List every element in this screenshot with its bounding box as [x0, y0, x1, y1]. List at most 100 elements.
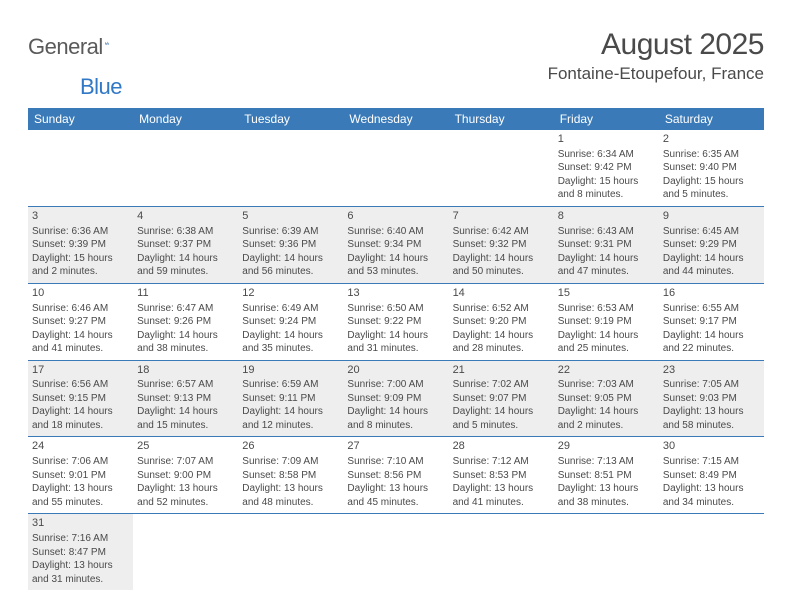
- calendar-day-cell: 20Sunrise: 7:00 AMSunset: 9:09 PMDayligh…: [343, 360, 448, 437]
- calendar-day-cell: 24Sunrise: 7:06 AMSunset: 9:01 PMDayligh…: [28, 437, 133, 514]
- logo: General: [28, 34, 127, 60]
- daylight-line2: and 5 minutes.: [453, 419, 550, 433]
- sunrise-text: Sunrise: 7:15 AM: [663, 455, 760, 469]
- daylight-line2: and 8 minutes.: [347, 419, 444, 433]
- calendar-empty-cell: [343, 130, 448, 206]
- sunset-text: Sunset: 9:19 PM: [558, 315, 655, 329]
- calendar-day-cell: 12Sunrise: 6:49 AMSunset: 9:24 PMDayligh…: [238, 283, 343, 360]
- daylight-line2: and 48 minutes.: [242, 496, 339, 510]
- sunrise-text: Sunrise: 6:40 AM: [347, 225, 444, 239]
- sunrise-text: Sunrise: 6:56 AM: [32, 378, 129, 392]
- calendar-week-row: 24Sunrise: 7:06 AMSunset: 9:01 PMDayligh…: [28, 437, 764, 514]
- daylight-line2: and 52 minutes.: [137, 496, 234, 510]
- daylight-line1: Daylight: 13 hours: [663, 482, 760, 496]
- sunrise-text: Sunrise: 7:13 AM: [558, 455, 655, 469]
- day-number: 1: [558, 132, 655, 147]
- sunset-text: Sunset: 8:53 PM: [453, 469, 550, 483]
- day-number: 16: [663, 286, 760, 301]
- day-header: Wednesday: [343, 108, 448, 130]
- day-number: 31: [32, 516, 129, 531]
- day-number: 12: [242, 286, 339, 301]
- calendar-page: General August 2025 Fontaine-Etoupefour,…: [0, 0, 792, 590]
- sunrise-text: Sunrise: 7:10 AM: [347, 455, 444, 469]
- daylight-line1: Daylight: 14 hours: [663, 329, 760, 343]
- sunrise-text: Sunrise: 7:06 AM: [32, 455, 129, 469]
- daylight-line1: Daylight: 14 hours: [663, 252, 760, 266]
- daylight-line2: and 5 minutes.: [663, 188, 760, 202]
- sunrise-text: Sunrise: 6:39 AM: [242, 225, 339, 239]
- sunset-text: Sunset: 9:20 PM: [453, 315, 550, 329]
- calendar-day-cell: 26Sunrise: 7:09 AMSunset: 8:58 PMDayligh…: [238, 437, 343, 514]
- calendar-day-cell: 30Sunrise: 7:15 AMSunset: 8:49 PMDayligh…: [659, 437, 764, 514]
- sunset-text: Sunset: 9:13 PM: [137, 392, 234, 406]
- logo-text-general: General: [28, 34, 103, 60]
- daylight-line1: Daylight: 14 hours: [453, 252, 550, 266]
- daylight-line2: and 31 minutes.: [347, 342, 444, 356]
- daylight-line1: Daylight: 14 hours: [453, 329, 550, 343]
- sunset-text: Sunset: 9:11 PM: [242, 392, 339, 406]
- day-number: 7: [453, 209, 550, 224]
- calendar-empty-cell: [449, 130, 554, 206]
- calendar-table: SundayMondayTuesdayWednesdayThursdayFrid…: [28, 108, 764, 590]
- sunset-text: Sunset: 9:05 PM: [558, 392, 655, 406]
- daylight-line1: Daylight: 13 hours: [32, 482, 129, 496]
- daylight-line1: Daylight: 15 hours: [663, 175, 760, 189]
- sunrise-text: Sunrise: 6:59 AM: [242, 378, 339, 392]
- sunrise-text: Sunrise: 7:09 AM: [242, 455, 339, 469]
- calendar-day-cell: 15Sunrise: 6:53 AMSunset: 9:19 PMDayligh…: [554, 283, 659, 360]
- daylight-line1: Daylight: 13 hours: [347, 482, 444, 496]
- daylight-line2: and 18 minutes.: [32, 419, 129, 433]
- daylight-line2: and 41 minutes.: [453, 496, 550, 510]
- sunrise-text: Sunrise: 6:45 AM: [663, 225, 760, 239]
- daylight-line1: Daylight: 14 hours: [347, 329, 444, 343]
- calendar-day-cell: 17Sunrise: 6:56 AMSunset: 9:15 PMDayligh…: [28, 360, 133, 437]
- daylight-line1: Daylight: 14 hours: [558, 329, 655, 343]
- daylight-line2: and 25 minutes.: [558, 342, 655, 356]
- day-number: 20: [347, 363, 444, 378]
- daylight-line2: and 56 minutes.: [242, 265, 339, 279]
- day-number: 24: [32, 439, 129, 454]
- calendar-day-cell: 27Sunrise: 7:10 AMSunset: 8:56 PMDayligh…: [343, 437, 448, 514]
- sunset-text: Sunset: 8:56 PM: [347, 469, 444, 483]
- daylight-line2: and 34 minutes.: [663, 496, 760, 510]
- day-number: 2: [663, 132, 760, 147]
- daylight-line2: and 15 minutes.: [137, 419, 234, 433]
- calendar-empty-cell: [238, 514, 343, 590]
- daylight-line1: Daylight: 13 hours: [558, 482, 655, 496]
- day-number: 10: [32, 286, 129, 301]
- daylight-line1: Daylight: 13 hours: [453, 482, 550, 496]
- day-number: 14: [453, 286, 550, 301]
- calendar-day-cell: 21Sunrise: 7:02 AMSunset: 9:07 PMDayligh…: [449, 360, 554, 437]
- sunset-text: Sunset: 9:26 PM: [137, 315, 234, 329]
- calendar-empty-cell: [133, 130, 238, 206]
- day-number: 5: [242, 209, 339, 224]
- sunrise-text: Sunrise: 6:43 AM: [558, 225, 655, 239]
- daylight-line2: and 41 minutes.: [32, 342, 129, 356]
- daylight-line2: and 50 minutes.: [453, 265, 550, 279]
- calendar-day-cell: 8Sunrise: 6:43 AMSunset: 9:31 PMDaylight…: [554, 206, 659, 283]
- daylight-line1: Daylight: 14 hours: [32, 405, 129, 419]
- sunset-text: Sunset: 9:42 PM: [558, 161, 655, 175]
- day-header: Thursday: [449, 108, 554, 130]
- sunset-text: Sunset: 8:58 PM: [242, 469, 339, 483]
- daylight-line2: and 58 minutes.: [663, 419, 760, 433]
- calendar-empty-cell: [659, 514, 764, 590]
- calendar-day-cell: 14Sunrise: 6:52 AMSunset: 9:20 PMDayligh…: [449, 283, 554, 360]
- daylight-line1: Daylight: 15 hours: [558, 175, 655, 189]
- calendar-body: 1Sunrise: 6:34 AMSunset: 9:42 PMDaylight…: [28, 130, 764, 590]
- daylight-line2: and 55 minutes.: [32, 496, 129, 510]
- day-number: 21: [453, 363, 550, 378]
- sunset-text: Sunset: 9:37 PM: [137, 238, 234, 252]
- calendar-day-cell: 2Sunrise: 6:35 AMSunset: 9:40 PMDaylight…: [659, 130, 764, 206]
- sunset-text: Sunset: 8:47 PM: [32, 546, 129, 560]
- calendar-day-cell: 4Sunrise: 6:38 AMSunset: 9:37 PMDaylight…: [133, 206, 238, 283]
- sunset-text: Sunset: 9:07 PM: [453, 392, 550, 406]
- calendar-empty-cell: [343, 514, 448, 590]
- day-number: 23: [663, 363, 760, 378]
- calendar-day-cell: 3Sunrise: 6:36 AMSunset: 9:39 PMDaylight…: [28, 206, 133, 283]
- calendar-day-cell: 5Sunrise: 6:39 AMSunset: 9:36 PMDaylight…: [238, 206, 343, 283]
- sunrise-text: Sunrise: 7:12 AM: [453, 455, 550, 469]
- sunrise-text: Sunrise: 7:05 AM: [663, 378, 760, 392]
- calendar-week-row: 31Sunrise: 7:16 AMSunset: 8:47 PMDayligh…: [28, 514, 764, 590]
- calendar-day-cell: 16Sunrise: 6:55 AMSunset: 9:17 PMDayligh…: [659, 283, 764, 360]
